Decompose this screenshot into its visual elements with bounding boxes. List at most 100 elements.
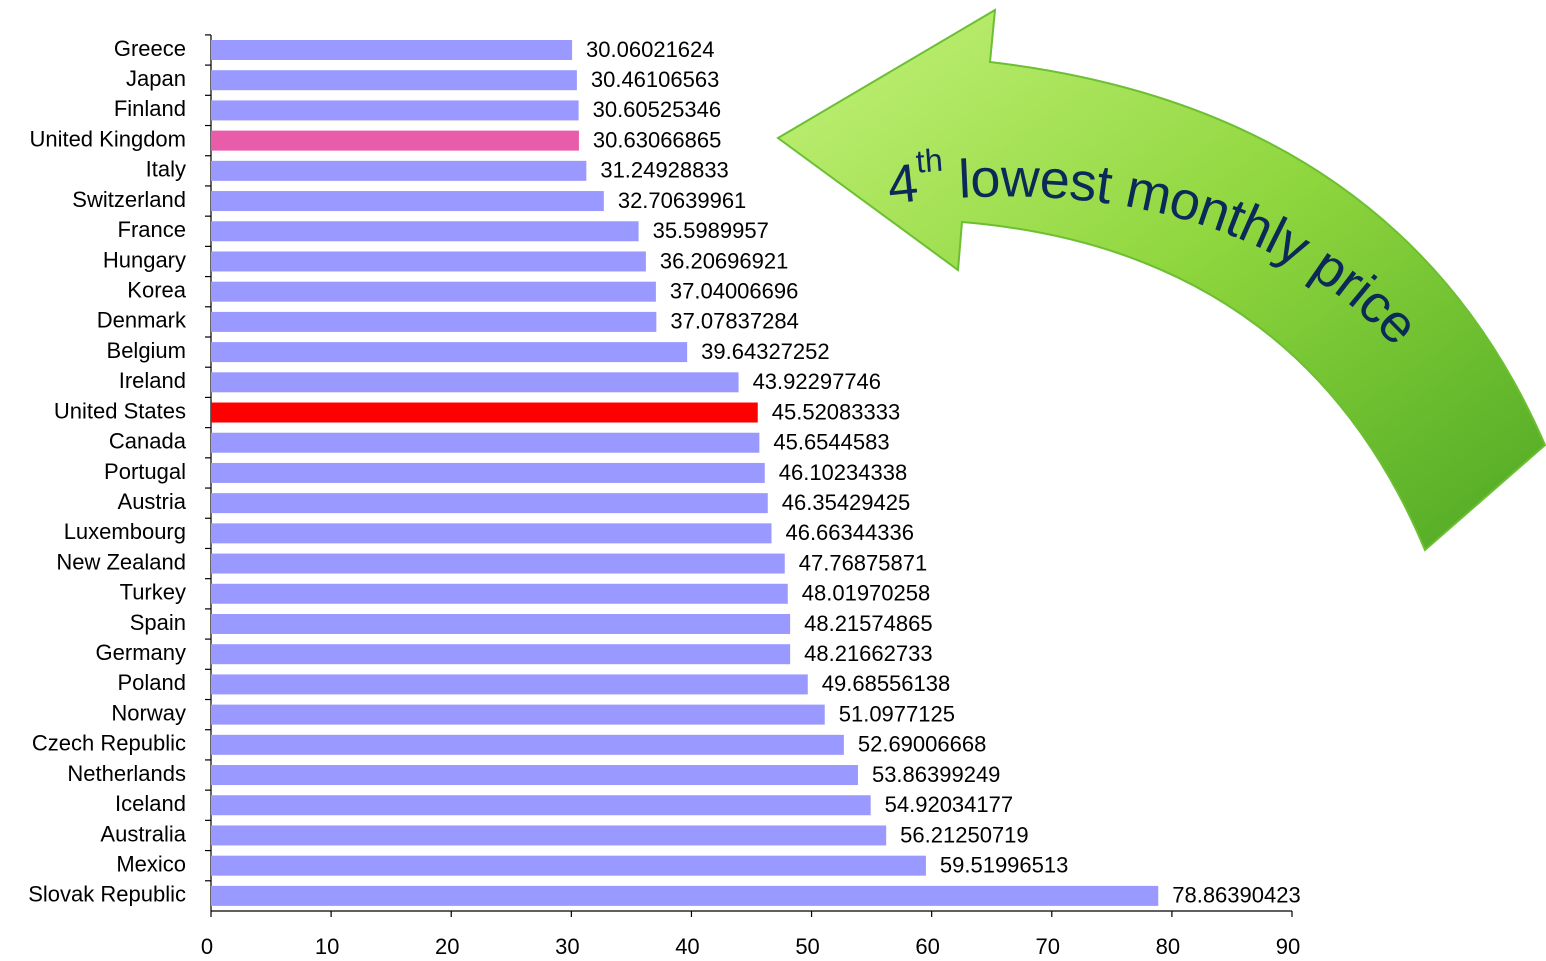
y-tick-label: Mexico xyxy=(116,851,186,876)
y-tick-label: Slovak Republic xyxy=(28,882,186,907)
y-tick-label: Hungary xyxy=(103,247,186,272)
value-label: 56.21250719 xyxy=(900,822,1028,847)
value-label: 46.66344336 xyxy=(785,520,913,545)
bar xyxy=(211,131,579,151)
value-label: 30.60525346 xyxy=(593,97,721,122)
value-label: 48.21662733 xyxy=(804,641,932,666)
bar xyxy=(211,282,656,302)
y-tick-label: Australia xyxy=(100,821,186,846)
y-tick-label: Turkey xyxy=(120,580,186,605)
y-tick-label: Poland xyxy=(117,670,186,695)
annotation-number: 4 xyxy=(885,153,921,216)
bar xyxy=(211,674,808,694)
value-label: 37.07837284 xyxy=(670,309,798,334)
y-tick-label: Japan xyxy=(126,66,186,91)
x-tick-label: 10 xyxy=(315,934,339,959)
value-label: 46.10234338 xyxy=(779,460,907,485)
value-label: 46.35429425 xyxy=(782,490,910,515)
y-tick-label: Portugal xyxy=(104,459,186,484)
chart: 4thlowest monthly price 0102030405060708… xyxy=(0,0,1546,961)
value-label: 30.46106563 xyxy=(591,67,719,92)
y-tick-label: Denmark xyxy=(97,308,187,333)
x-tick-label: 60 xyxy=(915,934,939,959)
bar xyxy=(211,493,768,513)
value-label: 30.63066865 xyxy=(593,127,721,152)
annotation-superscript: th xyxy=(914,142,944,180)
y-tick-label: United Kingdom xyxy=(29,126,186,151)
bar xyxy=(211,100,579,120)
x-tick-label: 80 xyxy=(1156,934,1180,959)
bar xyxy=(211,795,871,815)
bar xyxy=(211,70,577,90)
y-tick-label: Spain xyxy=(130,610,186,635)
y-tick-label: Germany xyxy=(96,640,186,665)
value-label: 45.6544583 xyxy=(773,430,889,455)
y-tick-label: Czech Republic xyxy=(32,731,186,756)
y-tick-label: Luxembourg xyxy=(64,519,186,544)
y-tick-label: New Zealand xyxy=(56,549,186,574)
value-label: 51.0977125 xyxy=(839,701,955,726)
y-tick-label: Netherlands xyxy=(67,761,186,786)
y-tick-label: Switzerland xyxy=(72,187,186,212)
bar xyxy=(211,735,844,755)
bar xyxy=(211,251,646,271)
y-tick-label: Norway xyxy=(111,700,186,725)
bar xyxy=(211,40,572,60)
value-label: 54.92034177 xyxy=(885,792,1013,817)
bar xyxy=(211,523,771,543)
x-tick-label: 0 xyxy=(201,934,213,959)
value-label: 47.76875871 xyxy=(799,550,927,575)
bar xyxy=(211,312,656,332)
y-tick-label: Korea xyxy=(127,277,186,302)
x-tick-label: 40 xyxy=(675,934,699,959)
value-label: 48.21574865 xyxy=(804,611,932,636)
value-label: 32.70639961 xyxy=(618,188,746,213)
value-label: 31.24928833 xyxy=(600,158,728,183)
bar xyxy=(211,342,687,362)
x-tick-label: 70 xyxy=(1036,934,1060,959)
x-tick-label: 30 xyxy=(555,934,579,959)
y-tick-label: Italy xyxy=(146,157,186,182)
value-label: 53.86399249 xyxy=(872,762,1000,787)
value-label: 52.69006668 xyxy=(858,732,986,757)
bar xyxy=(211,856,926,876)
value-label: 48.01970258 xyxy=(802,581,930,606)
bar xyxy=(211,584,788,604)
y-tick-label: Canada xyxy=(109,429,187,454)
bar xyxy=(211,644,790,664)
y-tick-label: Ireland xyxy=(119,368,186,393)
bar xyxy=(211,705,825,725)
value-label: 45.52083333 xyxy=(772,399,900,424)
value-label: 37.04006696 xyxy=(670,278,798,303)
value-label: 43.92297746 xyxy=(753,369,881,394)
bar xyxy=(211,614,790,634)
y-tick-label: France xyxy=(118,217,186,242)
bar xyxy=(211,886,1158,906)
bar xyxy=(211,221,639,241)
value-label: 39.64327252 xyxy=(701,339,829,364)
bar xyxy=(211,825,886,845)
y-tick-label: Austria xyxy=(118,489,187,514)
x-tick-label: 50 xyxy=(795,934,819,959)
y-tick-label: Iceland xyxy=(115,791,186,816)
y-tick-label: Belgium xyxy=(107,338,186,363)
value-label: 59.51996513 xyxy=(940,852,1068,877)
bar xyxy=(211,765,858,785)
bar xyxy=(211,161,586,181)
bar xyxy=(211,403,758,423)
bar xyxy=(211,463,765,483)
value-label: 49.68556138 xyxy=(822,671,950,696)
bar xyxy=(211,433,759,453)
value-label: 35.5989957 xyxy=(653,218,769,243)
value-label: 78.86390423 xyxy=(1172,883,1300,908)
y-tick-label: Greece xyxy=(114,36,186,61)
bar xyxy=(211,554,785,574)
bar xyxy=(211,372,739,392)
bar xyxy=(211,191,604,211)
value-label: 36.20696921 xyxy=(660,248,788,273)
x-tick-label: 90 xyxy=(1276,934,1300,959)
value-label: 30.06021624 xyxy=(586,37,714,62)
y-tick-label: United States xyxy=(54,398,186,423)
x-tick-label: 20 xyxy=(435,934,459,959)
y-tick-label: Finland xyxy=(114,96,186,121)
